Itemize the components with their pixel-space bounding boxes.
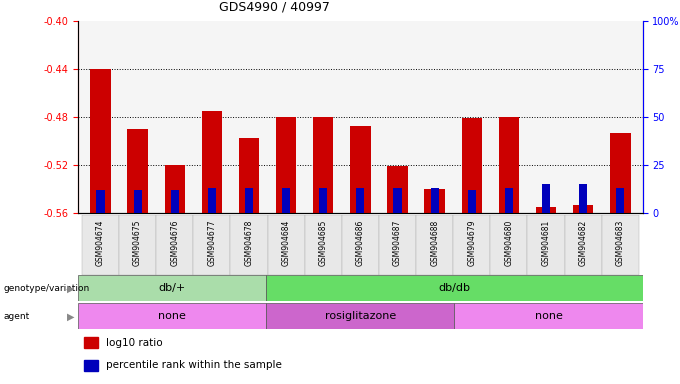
Bar [579, 184, 588, 213]
Bar [282, 188, 290, 213]
Bar [424, 189, 445, 213]
FancyBboxPatch shape [564, 215, 602, 275]
Text: GSM904684: GSM904684 [282, 220, 290, 266]
Bar [202, 111, 222, 213]
FancyBboxPatch shape [267, 303, 454, 329]
Text: agent: agent [3, 312, 30, 321]
Text: GSM904688: GSM904688 [430, 220, 439, 266]
FancyBboxPatch shape [602, 215, 639, 275]
Bar [245, 188, 253, 213]
Text: none: none [158, 311, 186, 321]
FancyBboxPatch shape [78, 303, 267, 329]
Bar [505, 188, 513, 213]
Bar [468, 190, 476, 213]
FancyBboxPatch shape [156, 215, 193, 275]
Text: GSM904687: GSM904687 [393, 220, 402, 266]
FancyBboxPatch shape [82, 215, 119, 275]
Text: GSM904675: GSM904675 [133, 220, 142, 266]
Bar [171, 190, 179, 213]
Text: genotype/variation: genotype/variation [3, 284, 90, 293]
FancyBboxPatch shape [193, 215, 231, 275]
Text: ▶: ▶ [67, 283, 75, 293]
Text: none: none [534, 311, 562, 321]
Text: rosiglitazone: rosiglitazone [325, 311, 396, 321]
Text: ▶: ▶ [67, 311, 75, 321]
Bar [430, 188, 439, 213]
Bar [208, 188, 216, 213]
Text: percentile rank within the sample: percentile rank within the sample [106, 360, 282, 370]
Bar [536, 207, 556, 213]
FancyBboxPatch shape [416, 215, 454, 275]
Bar [388, 166, 408, 213]
Bar [616, 188, 624, 213]
Bar [542, 184, 550, 213]
Text: db/+: db/+ [158, 283, 186, 293]
Text: GSM904683: GSM904683 [616, 220, 625, 266]
Text: db/db: db/db [439, 283, 471, 293]
Bar [133, 190, 141, 213]
Text: GDS4990 / 40997: GDS4990 / 40997 [219, 0, 330, 13]
Bar [498, 117, 519, 213]
FancyBboxPatch shape [490, 215, 528, 275]
Bar [573, 205, 594, 213]
Bar [127, 129, 148, 213]
Bar [350, 126, 371, 213]
Bar [90, 69, 111, 213]
FancyBboxPatch shape [305, 215, 342, 275]
Bar [356, 188, 364, 213]
Text: GSM904681: GSM904681 [541, 220, 551, 266]
Text: GSM904680: GSM904680 [505, 220, 513, 266]
Text: GSM904678: GSM904678 [245, 220, 254, 266]
FancyBboxPatch shape [267, 275, 643, 301]
Bar [84, 338, 98, 349]
Text: GSM904676: GSM904676 [170, 220, 180, 266]
Bar [276, 117, 296, 213]
Bar [165, 165, 185, 213]
Bar [239, 137, 259, 213]
Text: GSM904685: GSM904685 [319, 220, 328, 266]
Bar [313, 117, 333, 213]
Bar [394, 188, 402, 213]
FancyBboxPatch shape [119, 215, 156, 275]
FancyBboxPatch shape [379, 215, 416, 275]
FancyBboxPatch shape [231, 215, 267, 275]
Text: GSM904686: GSM904686 [356, 220, 365, 266]
Bar [462, 118, 482, 213]
FancyBboxPatch shape [342, 215, 379, 275]
Bar [610, 133, 630, 213]
FancyBboxPatch shape [454, 303, 643, 329]
FancyBboxPatch shape [78, 275, 267, 301]
Text: GSM904682: GSM904682 [579, 220, 588, 266]
FancyBboxPatch shape [528, 215, 564, 275]
FancyBboxPatch shape [267, 215, 305, 275]
Text: GSM904674: GSM904674 [96, 220, 105, 266]
FancyBboxPatch shape [454, 215, 490, 275]
Bar [97, 190, 105, 213]
Text: log10 ratio: log10 ratio [106, 338, 163, 348]
Text: GSM904679: GSM904679 [467, 220, 476, 266]
Bar [319, 188, 327, 213]
Text: GSM904677: GSM904677 [207, 220, 216, 266]
Bar [84, 359, 98, 371]
